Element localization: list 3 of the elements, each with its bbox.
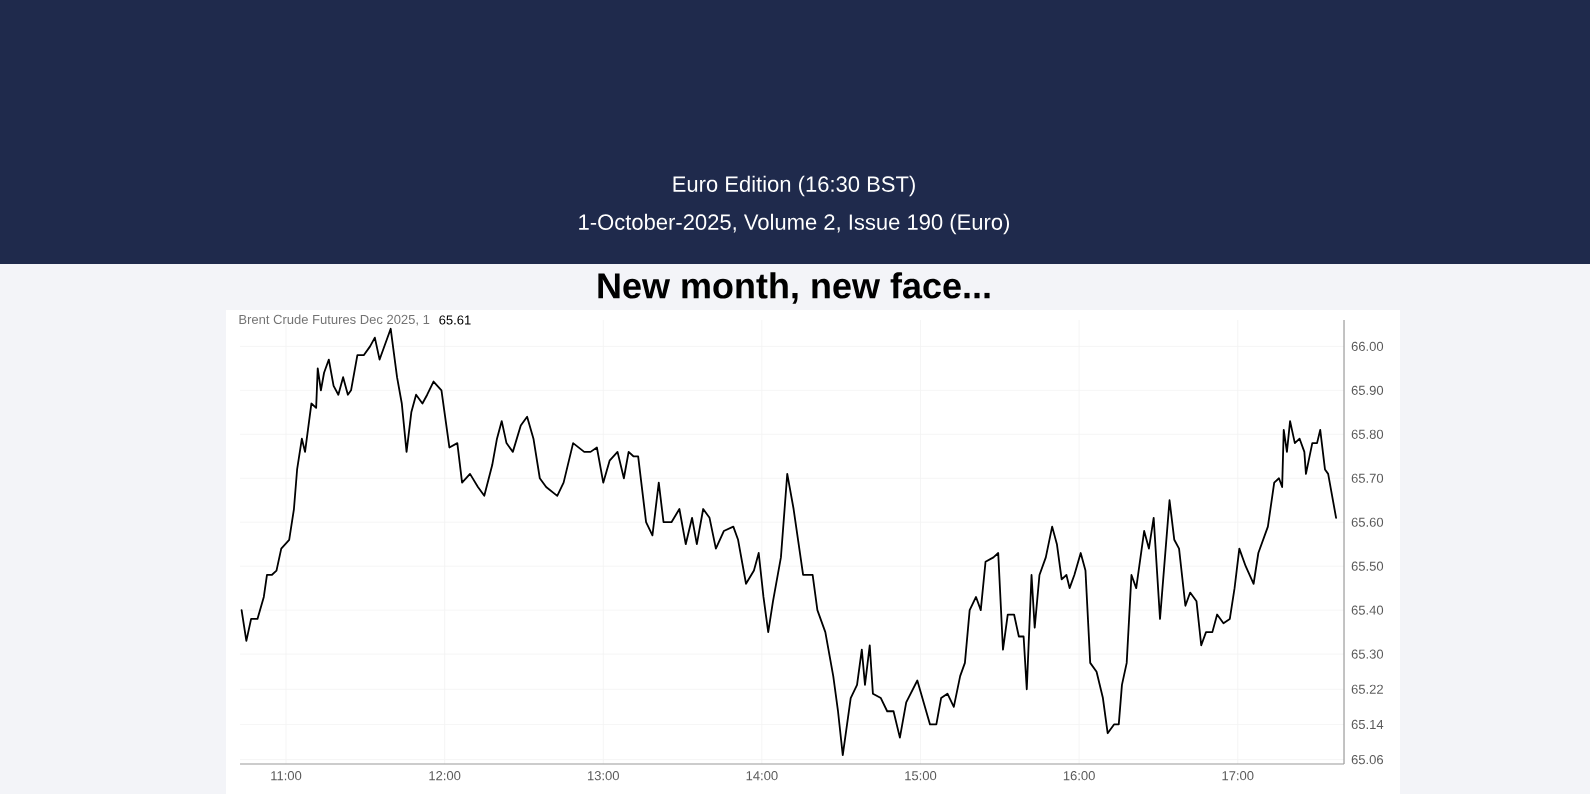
- chart-subtitle: Euro Edition (16:30 BST): [673, 175, 915, 197]
- chart-title: New month, new face...: [598, 272, 990, 304]
- text: 1-October-2025, Volume 2, Issue 190 (Euro): [579, 213, 1010, 235]
